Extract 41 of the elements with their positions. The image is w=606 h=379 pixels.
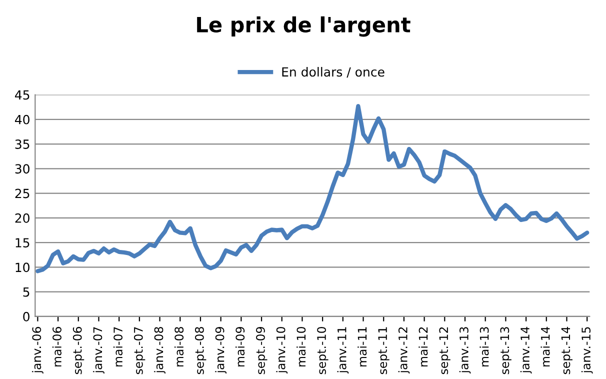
x-tick-label: janv.-12 [398, 327, 410, 374]
y-tick-label: 20 [15, 213, 30, 223]
x-tick-label: sept.-11 [378, 327, 390, 374]
x-tick-label: janv.-07 [93, 327, 104, 374]
x-tick-label: mai-12 [418, 327, 428, 366]
x-tick-label: mai-07 [113, 327, 123, 366]
x-tick-label: janv.-10 [276, 326, 288, 374]
y-tick-label: 45 [14, 90, 30, 100]
x-tick-label: mai-11 [358, 327, 367, 366]
x-tick-label: mai-09 [235, 327, 245, 366]
y-tick-label: 10 [16, 262, 30, 272]
line-series [36, 104, 590, 274]
x-tick-label: mai-13 [480, 327, 489, 366]
y-tick-label: 30 [15, 164, 30, 174]
x-tick-label: sept.-14 [561, 326, 572, 374]
y-tick-label: 35 [15, 139, 30, 149]
x-tick-label: sept.-06 [72, 326, 84, 374]
x-tick-label: janv.-15 [581, 327, 593, 374]
x-tick-label: janv.-08 [154, 326, 166, 374]
x-tick-label: janv.-06 [32, 326, 44, 374]
y-tick-label: 15 [16, 238, 30, 248]
legend-label: En dollars / once [282, 66, 384, 78]
x-tick-label: janv.-09 [215, 327, 227, 374]
y-tick-label: 0 [23, 312, 30, 322]
y-tick-label: 5 [23, 287, 30, 297]
x-tick-label: janv.-14 [520, 326, 532, 374]
y-tick-label: 40 [14, 114, 30, 124]
y-tick-label: 25 [15, 188, 30, 198]
x-tick-label: sept.-12 [439, 327, 450, 374]
x-tick-label: sept.-10 [317, 326, 328, 374]
x-tick-label: mai-08 [174, 326, 184, 366]
x-tick-label: mai-06 [52, 326, 62, 366]
x-tick-label: mai-10 [296, 326, 306, 366]
x-tick-label: mai-14 [540, 326, 550, 366]
x-tick-label: sept.-08 [194, 326, 206, 374]
x-tick-label: janv.-13 [459, 327, 471, 374]
x-tick-label: sept.-13 [500, 327, 512, 374]
x-tick-label: sept.-09 [256, 327, 268, 374]
chart-title: Le prix de l'argent [197, 16, 410, 37]
x-tick-label: janv.-11 [337, 327, 349, 374]
x-tick-label: sept.-07 [134, 327, 146, 374]
